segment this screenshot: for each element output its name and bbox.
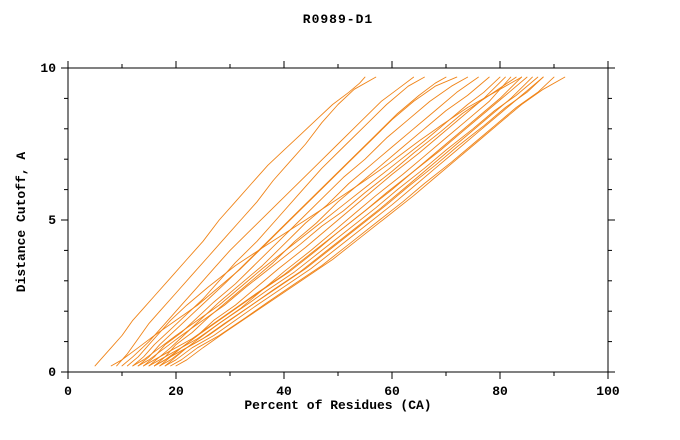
y-tick-label: 0 bbox=[48, 365, 56, 380]
model-curve bbox=[164, 76, 512, 367]
model-curve bbox=[170, 76, 555, 367]
model-curve bbox=[143, 76, 528, 367]
model-curve bbox=[94, 76, 366, 367]
x-tick-label: 20 bbox=[168, 384, 184, 399]
model-curve bbox=[110, 76, 458, 367]
model-curve bbox=[148, 76, 479, 367]
model-curve bbox=[132, 76, 501, 367]
model-curve bbox=[132, 76, 425, 367]
y-tick-label: 10 bbox=[40, 61, 56, 76]
model-curve bbox=[116, 76, 377, 367]
model-curve bbox=[121, 76, 415, 367]
model-curve bbox=[164, 76, 544, 367]
model-curve bbox=[126, 76, 523, 367]
x-tick-label: 80 bbox=[492, 384, 508, 399]
model-curve bbox=[137, 76, 517, 367]
model-curve bbox=[175, 76, 566, 367]
model-curve bbox=[153, 76, 490, 367]
model-curve bbox=[137, 76, 447, 367]
y-tick-label: 5 bbox=[48, 213, 56, 228]
model-curve bbox=[143, 76, 469, 367]
x-axis-label: Percent of Residues (CA) bbox=[244, 398, 432, 413]
x-tick-label: 40 bbox=[276, 384, 292, 399]
model-curve bbox=[153, 76, 523, 367]
x-tick-label: 0 bbox=[64, 384, 72, 399]
model-curve bbox=[153, 76, 544, 367]
chart-title: R0989-D1 bbox=[302, 12, 374, 27]
x-tick-label: 60 bbox=[384, 384, 400, 399]
x-tick-label: 100 bbox=[596, 384, 620, 399]
model-curve bbox=[148, 76, 539, 367]
